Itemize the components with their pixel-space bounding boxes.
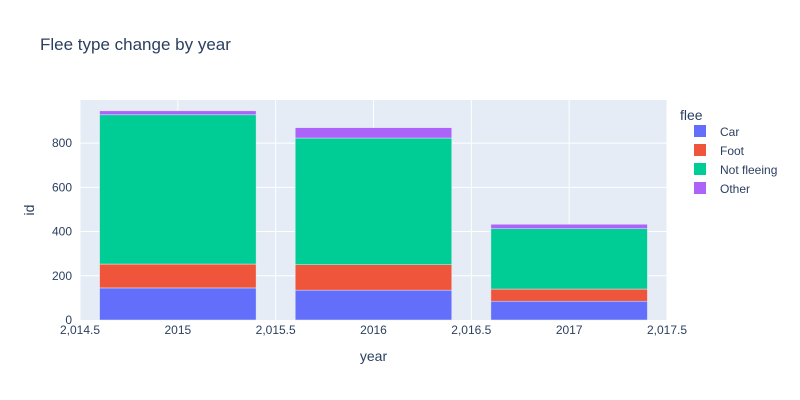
bar-segment-other [99,110,257,116]
bar-segment-other [490,224,648,229]
chart-title: Flee type change by year [40,35,231,54]
legend-swatch [694,144,706,156]
x-tick-label: 2017 [556,323,583,337]
legend-label: Other [720,182,750,196]
x-tick-label: 2016 [360,323,387,337]
x-axis-title: year [360,348,388,364]
legend-swatch [694,182,706,194]
y-tick-label: 800 [52,136,72,150]
legend-swatch [694,163,706,175]
legend-title: flee [680,107,703,123]
bar-segment-other [294,127,453,139]
bar-segment-car [294,289,453,321]
bar-segment-car [99,287,257,321]
bar-segment-not-fleeing [490,228,648,290]
bar-segment-not-fleeing [294,137,453,265]
bar-segment-not-fleeing [99,114,257,265]
y-tick-label: 0 [65,313,72,327]
bar-segment-car [490,300,648,321]
y-tick-label: 600 [52,180,72,194]
y-axis-title: id [21,205,37,216]
legend-swatch [694,125,706,137]
bar-segment-foot [490,288,648,302]
bars [99,110,648,321]
x-tick-label: 2,014.5 [60,323,100,337]
x-tick-label: 2,017.5 [647,323,687,337]
x-tick-label: 2,016.5 [451,323,491,337]
x-tick-label: 2,015.5 [256,323,296,337]
y-tick-label: 200 [52,269,72,283]
x-tick-label: 2015 [164,323,191,337]
y-tick-label: 400 [52,225,72,239]
legend-label: Foot [720,144,745,158]
legend-label: Not fleeing [720,163,777,177]
bar-segment-foot [294,264,453,291]
legend: flee Car Foot Not fleeing Other [680,107,777,196]
x-axis-ticks: 2,014.5 2015 2,015.5 2016 2,016.5 2017 2,017.5 [60,323,687,337]
legend-label: Car [720,125,739,139]
bar-segment-foot [99,263,257,289]
y-axis-ticks: 0 200 400 600 800 [52,136,72,327]
